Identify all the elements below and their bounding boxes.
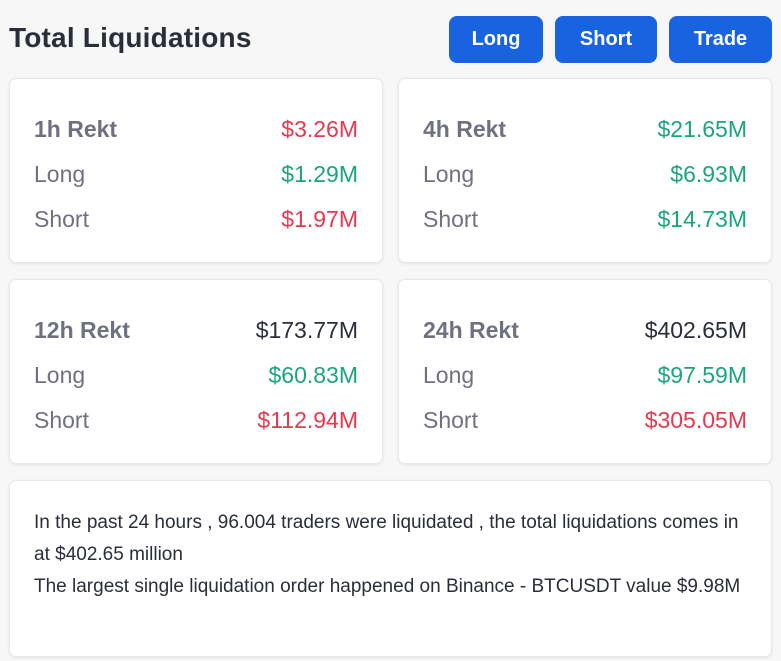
card-4h-rekt: 4h Rekt $21.65M Long $6.93M Short $14.73… [398, 78, 772, 263]
short-label: Short [423, 406, 478, 433]
short-row: Short $14.73M [423, 204, 747, 234]
liquidation-summary-card: In the past 24 hours , 96.004 traders we… [9, 480, 772, 657]
long-value: $97.59M [657, 361, 747, 388]
long-value: $6.93M [670, 160, 747, 187]
long-value: $60.83M [268, 361, 358, 388]
short-value: $305.05M [644, 406, 747, 433]
long-row: Long $60.83M [34, 360, 358, 390]
card-12h-rekt: 12h Rekt $173.77M Long $60.83M Short $11… [9, 279, 383, 464]
long-row: Long $97.59M [423, 360, 747, 390]
rekt-period-label: 4h Rekt [423, 115, 507, 142]
page-header: Total Liquidations Long Short Trade [0, 0, 781, 78]
rekt-total-value: $402.65M [644, 316, 747, 343]
short-label: Short [34, 205, 89, 232]
rekt-total-value: $173.77M [255, 316, 358, 343]
long-label: Long [423, 361, 475, 388]
long-row: Long $1.29M [34, 159, 358, 189]
rekt-total-row: 1h Rekt $3.26M [34, 114, 358, 144]
rekt-period-label: 1h Rekt [34, 115, 118, 142]
short-row: Short $112.94M [34, 405, 358, 435]
rekt-total-value: $3.26M [281, 115, 358, 142]
short-row: Short $305.05M [423, 405, 747, 435]
rekt-total-value: $21.65M [657, 115, 747, 142]
short-button[interactable]: Short [555, 16, 657, 63]
short-label: Short [34, 406, 89, 433]
long-row: Long $6.93M [423, 159, 747, 189]
rekt-total-row: 24h Rekt $402.65M [423, 315, 747, 345]
rekt-period-label: 24h Rekt [423, 316, 519, 343]
short-value: $14.73M [657, 205, 747, 232]
short-value: $1.97M [281, 205, 358, 232]
rekt-total-row: 12h Rekt $173.77M [34, 315, 358, 345]
summary-text-largest-order: The largest single liquidation order hap… [34, 576, 741, 597]
short-value: $112.94M [257, 406, 358, 433]
long-value: $1.29M [281, 160, 358, 187]
card-1h-rekt: 1h Rekt $3.26M Long $1.29M Short $1.97M [9, 78, 383, 263]
long-label: Long [423, 160, 475, 187]
long-label: Long [34, 361, 86, 388]
short-label: Short [423, 205, 478, 232]
card-24h-rekt: 24h Rekt $402.65M Long $97.59M Short $30… [398, 279, 772, 464]
page-title: Total Liquidations [9, 22, 252, 53]
rekt-period-label: 12h Rekt [34, 316, 130, 343]
trade-button[interactable]: Trade [669, 16, 772, 63]
summary-text-traders: In the past 24 hours , 96.004 traders we… [34, 512, 739, 565]
long-label: Long [34, 160, 86, 187]
rekt-total-row: 4h Rekt $21.65M [423, 114, 747, 144]
short-row: Short $1.97M [34, 204, 358, 234]
long-button[interactable]: Long [449, 16, 543, 63]
